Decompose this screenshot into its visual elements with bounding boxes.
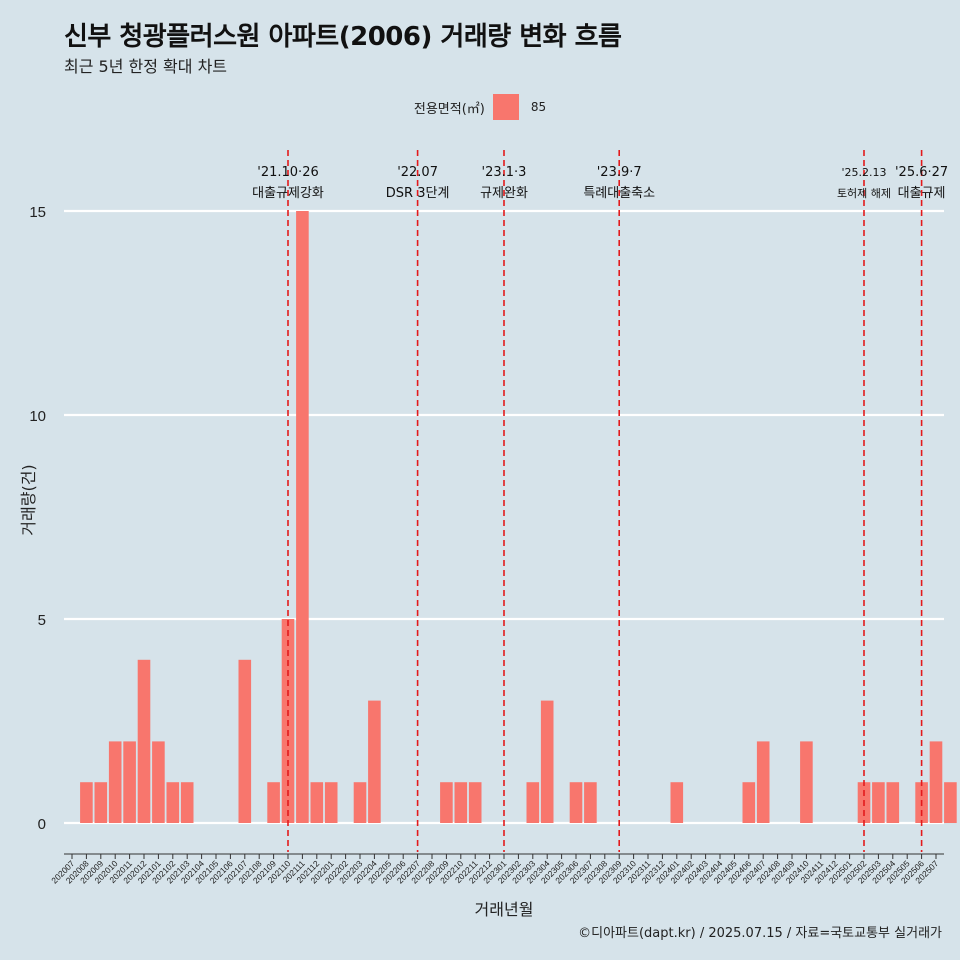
bar — [137, 659, 151, 823]
bar — [152, 741, 165, 823]
bar — [584, 782, 597, 823]
event-date-label: '23.9·7 — [597, 165, 642, 180]
y-axis-title: 거래량(건) — [19, 464, 38, 535]
bar — [670, 782, 684, 823]
event-date-label: '25.6·27 — [895, 165, 948, 180]
event-date-label: '23.1·3 — [482, 165, 527, 180]
legend-item-label: 85 — [530, 100, 547, 114]
y-tick-label: 10 — [29, 408, 46, 425]
y-tick-label: 15 — [29, 204, 46, 221]
bar — [440, 782, 453, 823]
bar — [296, 211, 309, 823]
bar — [800, 741, 813, 823]
bar — [238, 659, 252, 823]
source-caption: ©디아파트(dapt.kr) / 2025.07.15 / 자료=국토교통부 실… — [578, 926, 942, 941]
event-name-label: 대출규제강화 — [252, 186, 324, 201]
event-name-label: 대출규제 — [898, 186, 946, 201]
bar — [569, 782, 583, 823]
bar — [756, 741, 770, 823]
legend: 전용면적(㎡) 85 — [0, 94, 960, 120]
y-tick-label: 5 — [38, 612, 46, 629]
bar — [108, 741, 122, 823]
event-name-label: 특례대출축소 — [583, 186, 655, 201]
bar — [540, 700, 554, 823]
bar — [267, 782, 280, 823]
event-date-label: '25.2.13 — [841, 166, 886, 179]
bar — [166, 782, 180, 823]
bar — [353, 782, 367, 823]
bar — [872, 782, 885, 823]
bar — [929, 741, 943, 823]
chart-subtitle: 최근 5년 한정 확대 차트 — [64, 57, 228, 76]
event-date-label: '22.07 — [397, 165, 438, 180]
bar — [123, 741, 136, 823]
x-axis-title: 거래년월 — [475, 900, 534, 919]
bar — [180, 782, 194, 823]
bar — [526, 782, 540, 823]
event-date-label: '21.10·26 — [257, 165, 318, 180]
bar — [944, 782, 957, 823]
chart-title: 신부 청광플러스원 아파트(2006) 거래량 변화 흐름 — [64, 22, 622, 52]
bar — [94, 782, 108, 823]
bar — [886, 782, 900, 823]
y-tick-label: 0 — [38, 816, 46, 833]
legend-swatch — [492, 94, 519, 120]
event-name-label: 규제완화 — [480, 186, 528, 201]
bar — [368, 700, 381, 823]
bar — [80, 782, 93, 823]
bar — [454, 782, 468, 823]
bar — [310, 782, 324, 823]
bar — [742, 782, 756, 823]
event-name-label: 토허제 해제 — [837, 186, 891, 200]
bar — [324, 782, 338, 823]
bar — [468, 782, 482, 823]
legend-title: 전용면적(㎡) — [413, 101, 485, 117]
event-name-label: DSR 3단계 — [386, 186, 450, 201]
